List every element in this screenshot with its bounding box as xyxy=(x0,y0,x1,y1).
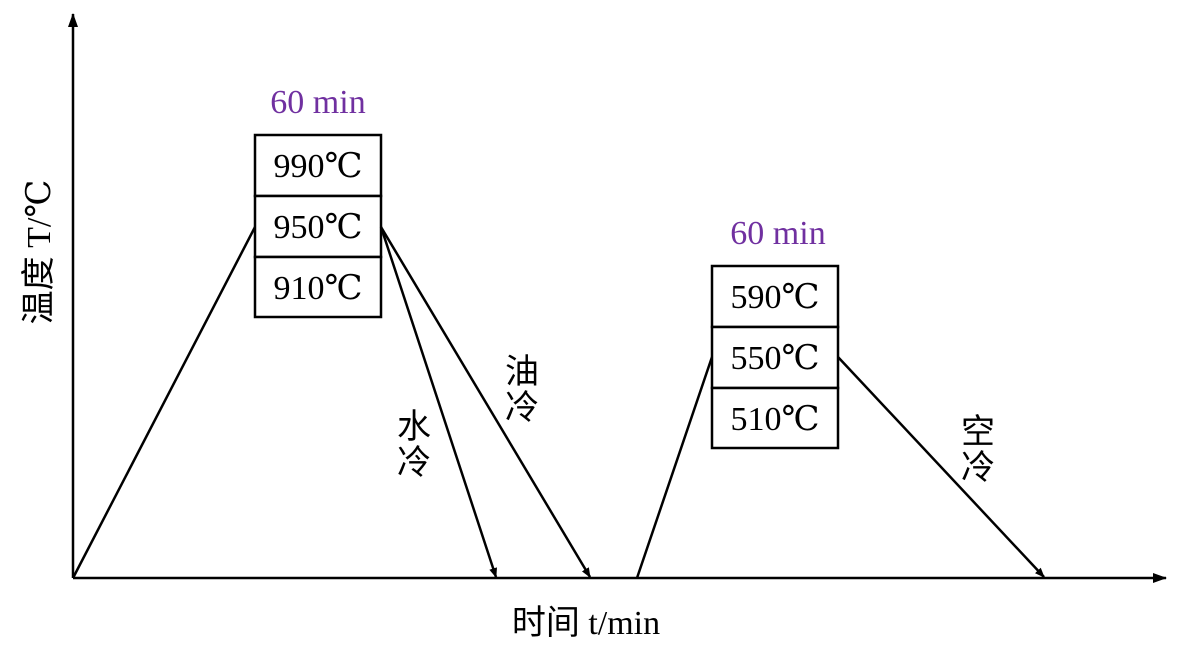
air-cooling-arrow xyxy=(837,356,1045,578)
stage2-temp-590: 590℃ xyxy=(730,279,819,316)
stage2-temp-stack: 590℃ 550℃ 510℃ xyxy=(710,264,840,450)
stage1-temp-910: 910℃ xyxy=(273,270,362,307)
stage2-temp-510: 510℃ xyxy=(730,401,819,438)
air-cooling-label-2: 冷 xyxy=(961,449,995,487)
stage1-heating-line xyxy=(71,226,257,579)
stage2-duration: 60 min xyxy=(730,215,825,252)
water-cooling-arrow xyxy=(379,226,498,578)
stage2-heating-line xyxy=(635,356,714,579)
stage2-temp-550: 550℃ xyxy=(730,340,819,377)
stage1-temp-box xyxy=(253,255,383,319)
water-cooling-label-2: 冷 xyxy=(397,444,431,482)
stage1-temp-box xyxy=(253,133,383,198)
oil-cooling-label-1: 油 xyxy=(505,353,539,391)
oil-cooling-arrow xyxy=(379,226,592,578)
stage2-temp-box xyxy=(710,386,840,450)
oil-cooling-label-2: 冷 xyxy=(505,389,539,427)
water-cooling-label-1: 水 xyxy=(397,409,431,446)
air-cooling-label-1: 空 xyxy=(961,413,995,451)
stage2-temp-box xyxy=(710,264,840,329)
stage1-temp-stack: 990℃ 950℃ 910℃ xyxy=(253,133,383,319)
stage1-temp-990: 990℃ xyxy=(273,148,362,185)
stage1-temp-950: 950℃ xyxy=(273,209,362,246)
y-axis-label: 温度 T/℃ xyxy=(20,180,58,325)
stage1-temp-box xyxy=(253,194,383,259)
stage1-duration: 60 min xyxy=(270,84,365,121)
x-axis-label: 时间 t/min xyxy=(512,605,660,642)
